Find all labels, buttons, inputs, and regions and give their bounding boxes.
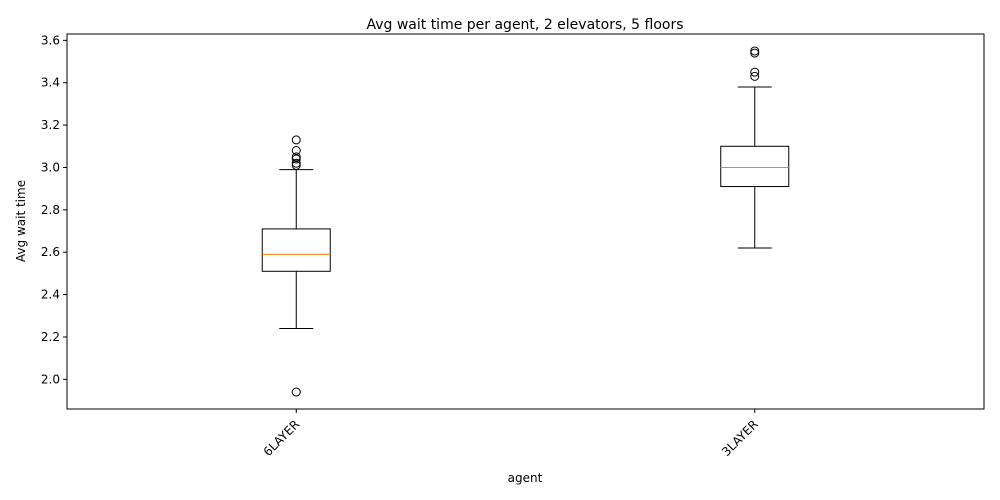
chart-title: Avg wait time per agent, 2 elevators, 5 … [366,17,683,33]
y-tick-label: 3.2 [41,118,60,132]
outlier-point [291,146,301,156]
x-axis: 6LAYER 3LAYER [261,409,761,459]
y-tick-label: 2.2 [41,330,60,344]
box-iqr [720,145,790,188]
y-tick-label: 2.6 [41,245,60,259]
x-axis-label: agent [508,471,543,485]
outlier-point [291,152,301,162]
y-axis-label: Avg wait time [14,180,28,262]
outlier-point [291,158,301,168]
plot-frame [66,33,985,410]
y-tick-label: 3.6 [41,33,60,47]
outlier-point [750,46,760,56]
y-tick-label: 2.0 [41,372,60,386]
y-axis: 2.0 2.2 2.4 2.6 2.8 3.0 3.2 3.4 3.6 [41,33,67,386]
outlier-point [750,48,760,58]
outlier-point [291,387,301,397]
outlier-point [750,71,760,81]
y-tick-label: 3.4 [41,76,60,90]
outlier-point [291,135,301,145]
y-tick-label: 3.0 [41,160,60,174]
outlier-point [750,67,760,77]
y-tick-label: 2.4 [41,288,60,302]
y-tick-label: 2.8 [41,203,60,217]
plot-area [261,46,790,397]
box-6LAYER [261,135,331,397]
x-tick-label: 6LAYER [261,417,303,459]
x-tick-label: 3LAYER [719,417,761,459]
box-3LAYER [720,46,790,249]
box-iqr [261,228,331,272]
